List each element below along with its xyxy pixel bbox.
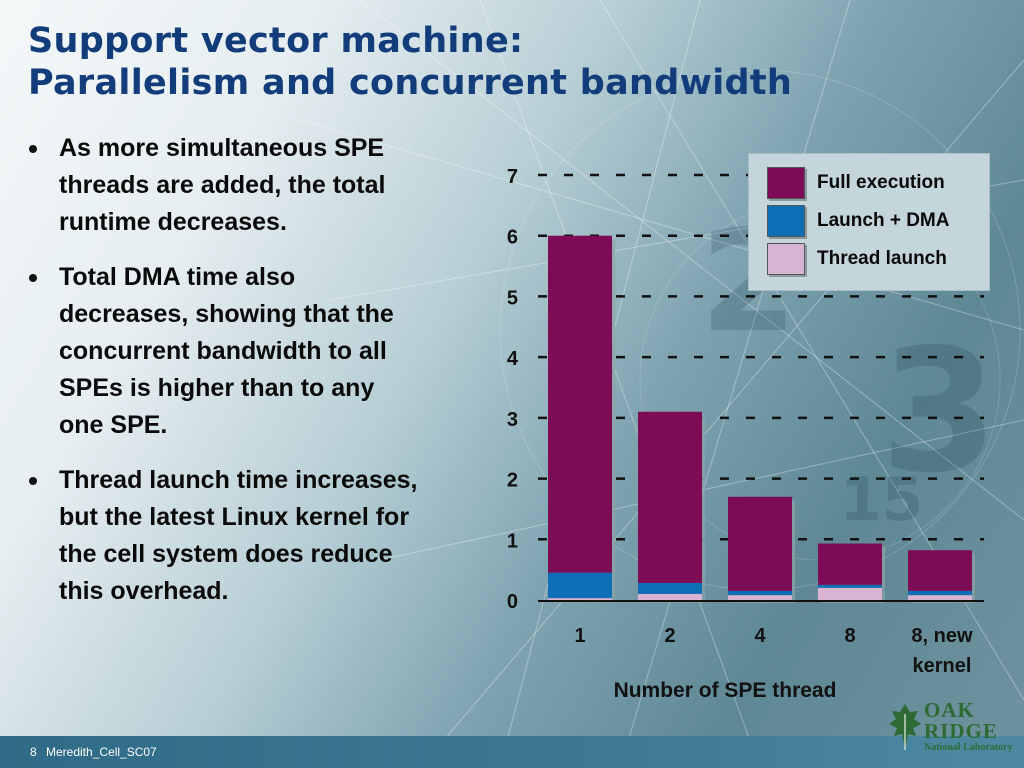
bullet-item: As more simultaneous SPE threads are add… [24,130,424,241]
bar-segment [818,584,882,588]
bar-segment [728,496,792,591]
footer-text: Meredith_Cell_SC07 [46,745,157,759]
bar-shadow [551,601,615,603]
page-number: 8 [30,745,37,759]
bullet-item: Total DMA time also decreases, showing t… [24,259,424,444]
bullet-dot-icon [29,477,37,485]
legend-label: Launch + DMA [817,210,950,231]
logo-line-1: OAK [924,698,975,722]
bar-segment [638,411,702,583]
bar-segment [818,587,882,600]
legend-swatch [767,205,805,237]
bar-segment [908,550,972,591]
footer-bar: 8 Meredith_Cell_SC07 [0,736,1024,768]
bullet-text: Thread launch time increases, but the la… [59,466,418,605]
legend-item-thread-launch: Thread launch [767,243,947,275]
bullet-text: Total DMA time also decreases, showing t… [59,263,394,439]
y-tick-label: 0 [507,591,518,613]
y-tick-label: 7 [507,166,518,188]
y-tick-label: 4 [507,348,519,370]
slide-title: Support vector machine: Parallelism and … [28,20,792,104]
bar-segment [728,590,792,596]
legend-item-launch-dma: Launch + DMA [767,205,949,237]
bullet-item: Thread launch time increases, but the la… [24,462,424,610]
svg-text:3: 3 [880,313,998,511]
x-axis-label: Number of SPE thread [614,679,837,702]
y-tick-label: 2 [507,470,518,492]
y-tick-label: 3 [507,409,518,431]
y-tick-label: 5 [507,287,518,309]
bar-segment [638,583,702,594]
bar-segment [548,572,612,599]
y-tick-label: 6 [507,227,518,249]
svg-text:15: 15 [840,465,924,535]
legend-label: Full execution [817,172,945,193]
x-tick-label: 8, new kernel [911,625,973,677]
title-line-1: Support vector machine: [28,21,524,61]
bar-segment [638,593,702,600]
bullet-dot-icon [29,145,37,153]
bar-segment [548,598,612,600]
legend-swatch [767,243,805,275]
bullet-dot-icon [29,274,37,282]
title-line-2: Parallelism and concurrent bandwidth [28,63,793,103]
legend-label: Thread launch [817,248,947,269]
bar-segment [818,543,882,585]
x-tick-label: 1 [574,625,585,647]
bullet-list: As more simultaneous SPE threads are add… [24,130,424,628]
logo-line-2: RIDGE [924,719,998,743]
legend-swatch [767,167,805,199]
x-tick-label: 4 [754,625,766,647]
x-tick-label: 2 [664,625,675,647]
x-tick-label: 8 [844,625,855,647]
bar-segment [908,595,972,600]
leaf-icon [889,704,921,750]
oak-ridge-logo: OAK RIDGE National Laboratory [888,700,1013,758]
bullet-text: As more simultaneous SPE threads are add… [59,134,386,236]
bar-segment [908,590,972,596]
y-tick-label: 1 [507,530,518,552]
logo-line-3: National Laboratory [924,742,1013,753]
chart-legend: Full execution Launch + DMA Thread launc… [748,153,990,291]
bar-segment [728,595,792,600]
bar-segment [548,235,612,573]
legend-item-full-execution: Full execution [767,167,945,199]
